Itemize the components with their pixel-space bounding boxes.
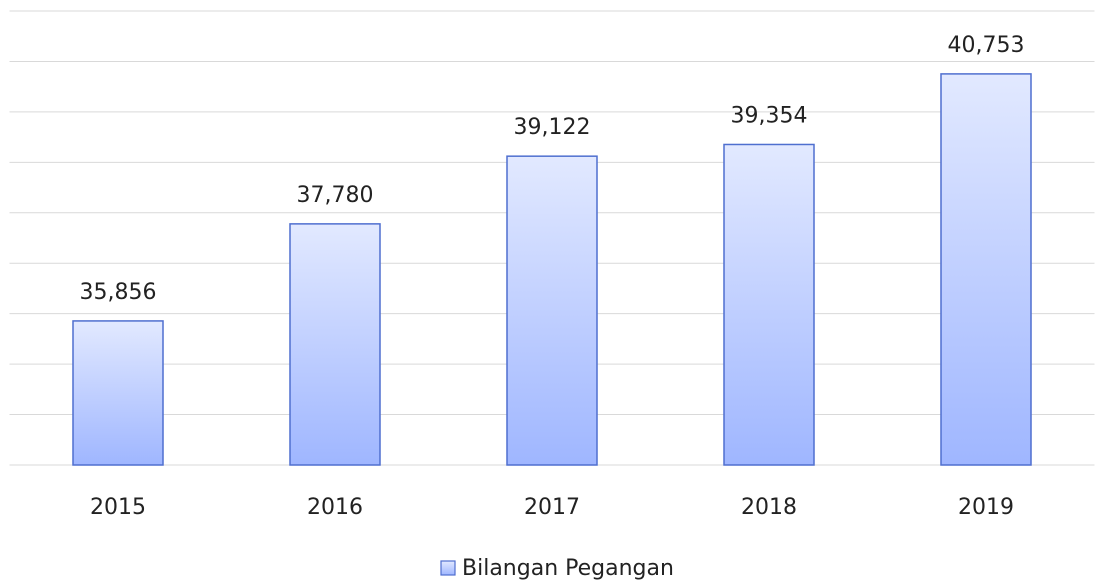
x-tick-label: 2017	[524, 495, 580, 520]
data-label: 39,122	[514, 115, 591, 140]
bar	[72, 320, 164, 466]
data-label: 35,856	[80, 280, 157, 305]
data-label: 39,354	[731, 103, 808, 128]
bar	[289, 223, 381, 466]
bar	[723, 143, 815, 466]
x-tick-label: 2015	[90, 495, 146, 520]
x-tick-label: 2019	[958, 495, 1014, 520]
bar	[506, 155, 598, 466]
x-tick-label: 2016	[307, 495, 363, 520]
legend-swatch	[440, 560, 456, 576]
x-tick-label: 2018	[741, 495, 797, 520]
bar	[940, 73, 1032, 466]
data-label: 40,753	[948, 33, 1025, 58]
data-label: 37,780	[297, 183, 374, 208]
legend-label: Bilangan Pegangan	[462, 556, 674, 581]
